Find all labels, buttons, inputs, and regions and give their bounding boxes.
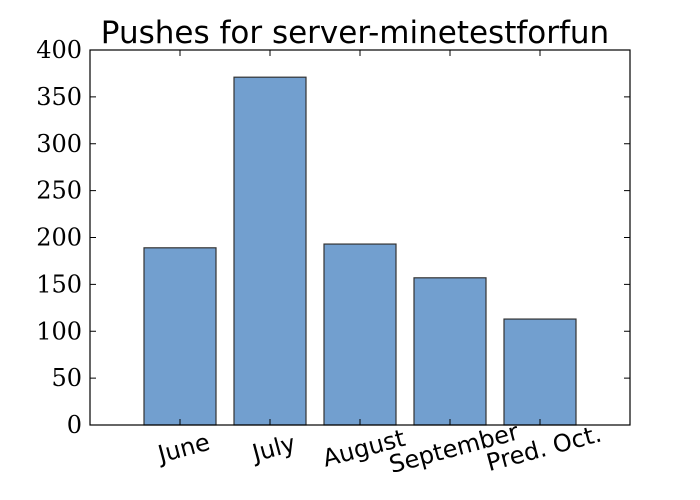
ytick-label: 300 [36,130,82,158]
xtick-label: July [248,429,299,468]
ytick-label: 250 [36,177,82,205]
ytick-label: 200 [36,224,82,252]
bar-june [143,247,217,426]
ytick-label: 50 [51,364,82,392]
ytick-label: 400 [36,36,82,64]
bar-august [323,243,397,426]
bar-september [413,277,487,426]
ytick-label: 0 [67,411,82,439]
chart-title: Pushes for server-minetestforfun [101,15,609,51]
ytick-label: 350 [36,83,82,111]
ytick-label: 100 [36,317,82,345]
bar-pred-oct [503,318,577,426]
ytick-label: 150 [36,270,82,298]
bar-july [233,76,307,426]
xtick-label: June [153,428,213,469]
